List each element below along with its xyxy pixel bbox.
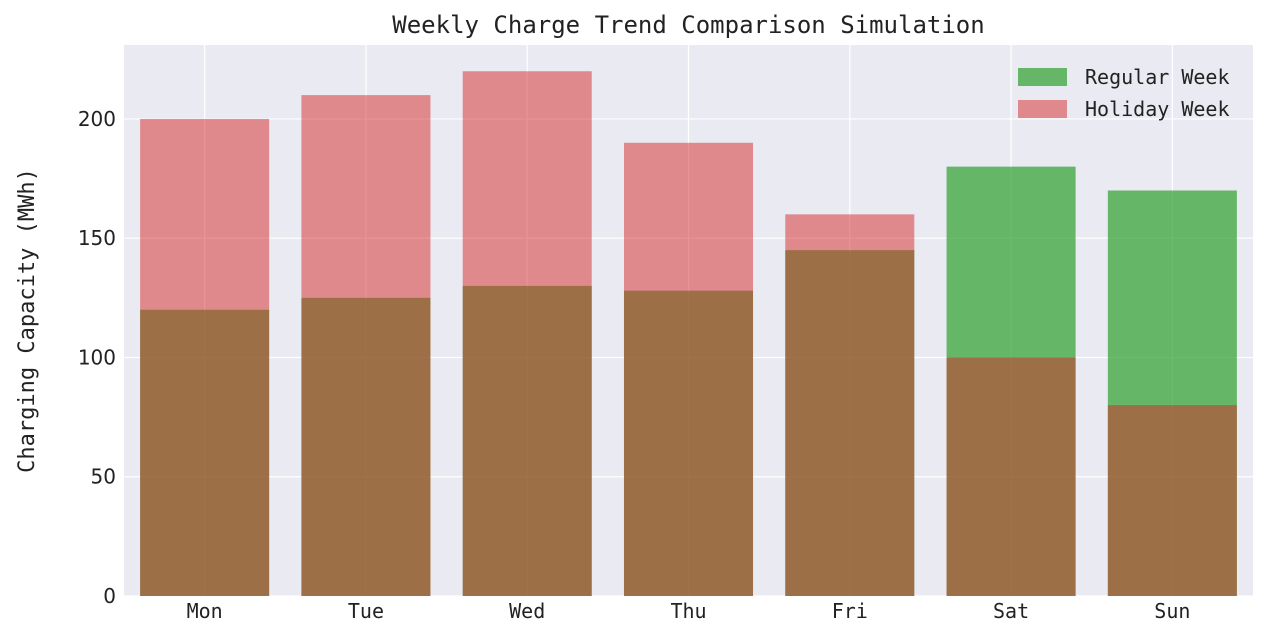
x-tick-label: Sun: [1154, 599, 1190, 623]
y-tick-label: 0: [103, 584, 116, 608]
bar-holiday-week-mon: [140, 118, 270, 596]
bar-holiday-week-tue: [301, 95, 431, 596]
chart-title: Weekly Charge Trend Comparison Simulatio…: [392, 11, 984, 39]
bar-holiday-week-thu: [623, 142, 754, 596]
legend-label-holiday-week: Holiday Week: [1085, 97, 1230, 121]
x-tick-label: Sat: [993, 599, 1029, 623]
x-tick-label: Tue: [348, 599, 384, 623]
x-tick-label: Wed: [509, 599, 545, 623]
x-tick-label: Fri: [832, 599, 868, 623]
legend: Regular Week Holiday Week: [1018, 65, 1230, 121]
y-tick-label: 200: [78, 107, 116, 131]
bar-holiday-week-sat: [946, 357, 1076, 596]
bars: [140, 71, 1237, 596]
x-tick-label: Mon: [187, 599, 223, 623]
bar-holiday-week-fri: [785, 214, 915, 596]
x-tick-label: Thu: [670, 599, 706, 623]
legend-swatch-regular-week: [1018, 68, 1067, 86]
y-tick-label: 150: [78, 226, 116, 250]
legend-swatch-holiday-week: [1018, 100, 1067, 118]
x-axis-ticks: Mon Tue Wed Thu Fri Sat Sun: [187, 599, 1191, 623]
y-tick-label: 50: [91, 465, 116, 489]
y-axis-label: Charging Capacity (MWh): [15, 168, 40, 473]
y-tick-label: 100: [78, 345, 116, 369]
bar-holiday-week-sun: [1107, 405, 1237, 596]
bar-holiday-week-wed: [462, 71, 592, 596]
legend-label-regular-week: Regular Week: [1085, 65, 1230, 89]
y-axis-ticks: 0 50 100 150 200: [78, 107, 116, 608]
